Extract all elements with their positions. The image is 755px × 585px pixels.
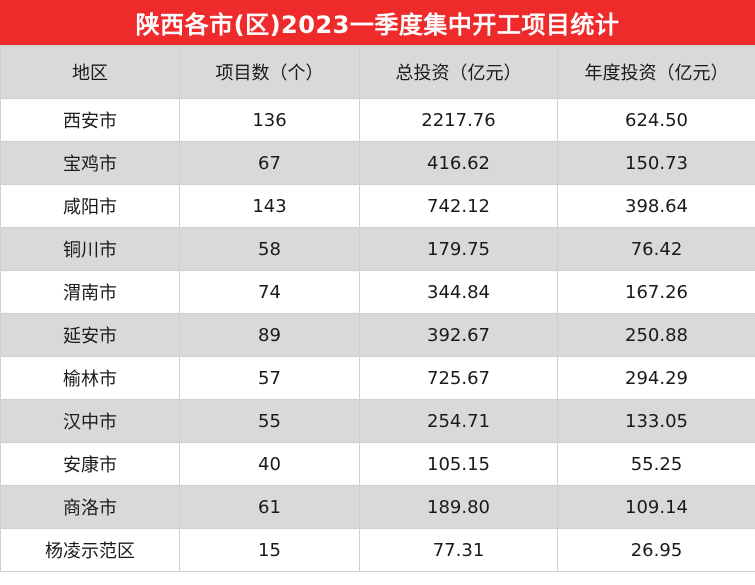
table-body: 西安市 136 2217.76 624.50 宝鸡市 67 416.62 150.73 咸阳市 1… — [0, 98, 755, 572]
cell-annual-investment: 150.73 — [557, 141, 755, 185]
table-row: 安康市 40 105.15 55.25 — [0, 442, 755, 486]
header-region: 地区 — [0, 45, 180, 99]
cell-total-investment: 416.62 — [359, 141, 558, 185]
cell-region: 商洛市 — [0, 485, 180, 529]
table-row: 渭南市 74 344.84 167.26 — [0, 270, 755, 314]
header-annual-investment: 年度投资（亿元） — [557, 45, 755, 99]
cell-total-investment: 179.75 — [359, 227, 558, 271]
cell-annual-investment: 398.64 — [557, 184, 755, 228]
cell-project-count: 67 — [179, 141, 360, 185]
cell-total-investment: 392.67 — [359, 313, 558, 357]
table-row: 杨凌示范区 15 77.31 26.95 — [0, 528, 755, 572]
table-row: 西安市 136 2217.76 624.50 — [0, 98, 755, 142]
cell-total-investment: 77.31 — [359, 528, 558, 572]
cell-total-investment: 189.80 — [359, 485, 558, 529]
table-row: 商洛市 61 189.80 109.14 — [0, 485, 755, 529]
cell-total-investment: 725.67 — [359, 356, 558, 400]
cell-project-count: 15 — [179, 528, 360, 572]
cell-project-count: 136 — [179, 98, 360, 142]
cell-project-count: 57 — [179, 356, 360, 400]
cell-annual-investment: 167.26 — [557, 270, 755, 314]
cell-project-count: 58 — [179, 227, 360, 271]
table-row: 延安市 89 392.67 250.88 — [0, 313, 755, 357]
cell-annual-investment: 294.29 — [557, 356, 755, 400]
cell-region: 榆林市 — [0, 356, 180, 400]
table-row: 铜川市 58 179.75 76.42 — [0, 227, 755, 271]
cell-annual-investment: 109.14 — [557, 485, 755, 529]
cell-region: 渭南市 — [0, 270, 180, 314]
cell-region: 延安市 — [0, 313, 180, 357]
cell-total-investment: 344.84 — [359, 270, 558, 314]
cell-annual-investment: 250.88 — [557, 313, 755, 357]
cell-annual-investment: 133.05 — [557, 399, 755, 443]
cell-annual-investment: 76.42 — [557, 227, 755, 271]
table-row: 咸阳市 143 742.12 398.64 — [0, 184, 755, 228]
table-row: 汉中市 55 254.71 133.05 — [0, 399, 755, 443]
cell-region: 铜川市 — [0, 227, 180, 271]
cell-region: 安康市 — [0, 442, 180, 486]
cell-total-investment: 742.12 — [359, 184, 558, 228]
cell-region: 西安市 — [0, 98, 180, 142]
table-row: 榆林市 57 725.67 294.29 — [0, 356, 755, 400]
table-title: 陕西各市(区)2023一季度集中开工项目统计 — [0, 0, 755, 45]
cell-annual-investment: 55.25 — [557, 442, 755, 486]
stats-table: 地区 项目数（个） 总投资（亿元） 年度投资（亿元） 西安市 136 2217.76… — [0, 45, 755, 572]
cell-region: 宝鸡市 — [0, 141, 180, 185]
cell-project-count: 89 — [179, 313, 360, 357]
cell-project-count: 55 — [179, 399, 360, 443]
cell-total-investment: 2217.76 — [359, 98, 558, 142]
header-row: 地区 项目数（个） 总投资（亿元） 年度投资（亿元） — [0, 45, 755, 99]
cell-total-investment: 254.71 — [359, 399, 558, 443]
cell-project-count: 61 — [179, 485, 360, 529]
cell-region: 杨凌示范区 — [0, 528, 180, 572]
cell-project-count: 143 — [179, 184, 360, 228]
cell-region: 汉中市 — [0, 399, 180, 443]
cell-total-investment: 105.15 — [359, 442, 558, 486]
table-row: 宝鸡市 67 416.62 150.73 — [0, 141, 755, 185]
cell-annual-investment: 26.95 — [557, 528, 755, 572]
cell-project-count: 74 — [179, 270, 360, 314]
cell-region: 咸阳市 — [0, 184, 180, 228]
cell-project-count: 40 — [179, 442, 360, 486]
cell-annual-investment: 624.50 — [557, 98, 755, 142]
header-project-count: 项目数（个） — [179, 45, 360, 99]
header-total-investment: 总投资（亿元） — [359, 45, 558, 99]
